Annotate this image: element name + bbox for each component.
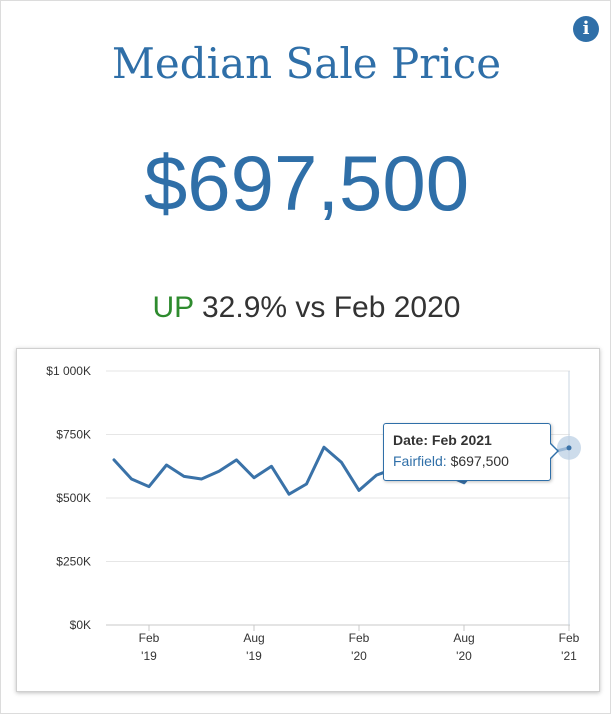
- tooltip-value: $697,500: [450, 453, 509, 469]
- card-title: Median Sale Price: [111, 39, 502, 88]
- x-tick-month: Aug: [243, 631, 264, 645]
- y-tick-label: $500K: [56, 491, 91, 505]
- x-tick-month: Feb: [349, 631, 370, 645]
- change-direction: UP: [152, 291, 194, 324]
- info-icon[interactable]: i: [573, 16, 599, 42]
- chart-container: [16, 348, 600, 692]
- x-tick-year: '21: [561, 649, 577, 663]
- change-summary: UP 32.9% vs Feb 2020: [1, 291, 611, 325]
- tooltip-series-name: Fairfield:: [393, 453, 447, 469]
- tooltip-date: Date: Feb 2021: [393, 432, 492, 448]
- tooltip-arrow-inner: [549, 443, 557, 459]
- chart-tooltip: Date: Feb 2021 Fairfield: $697,500: [383, 423, 559, 481]
- highlight-point: [566, 445, 572, 451]
- x-tick-year: '20: [351, 649, 367, 663]
- x-tick-year: '19: [141, 649, 157, 663]
- x-tick-year: '20: [456, 649, 472, 663]
- y-tick-label: $1 000K: [46, 364, 91, 378]
- median-price-value: $697,500: [143, 139, 470, 227]
- y-tick-label: $0K: [70, 618, 91, 632]
- x-tick-year: '19: [246, 649, 262, 663]
- x-tick-month: Feb: [559, 631, 580, 645]
- tooltip-value-row: Fairfield: $697,500: [393, 453, 509, 469]
- y-tick-label: $750K: [56, 428, 91, 442]
- change-text: 32.9% vs Feb 2020: [201, 291, 461, 324]
- x-tick-month: Feb: [139, 631, 160, 645]
- y-tick-label: $250K: [56, 555, 91, 569]
- x-tick-month: Aug: [453, 631, 474, 645]
